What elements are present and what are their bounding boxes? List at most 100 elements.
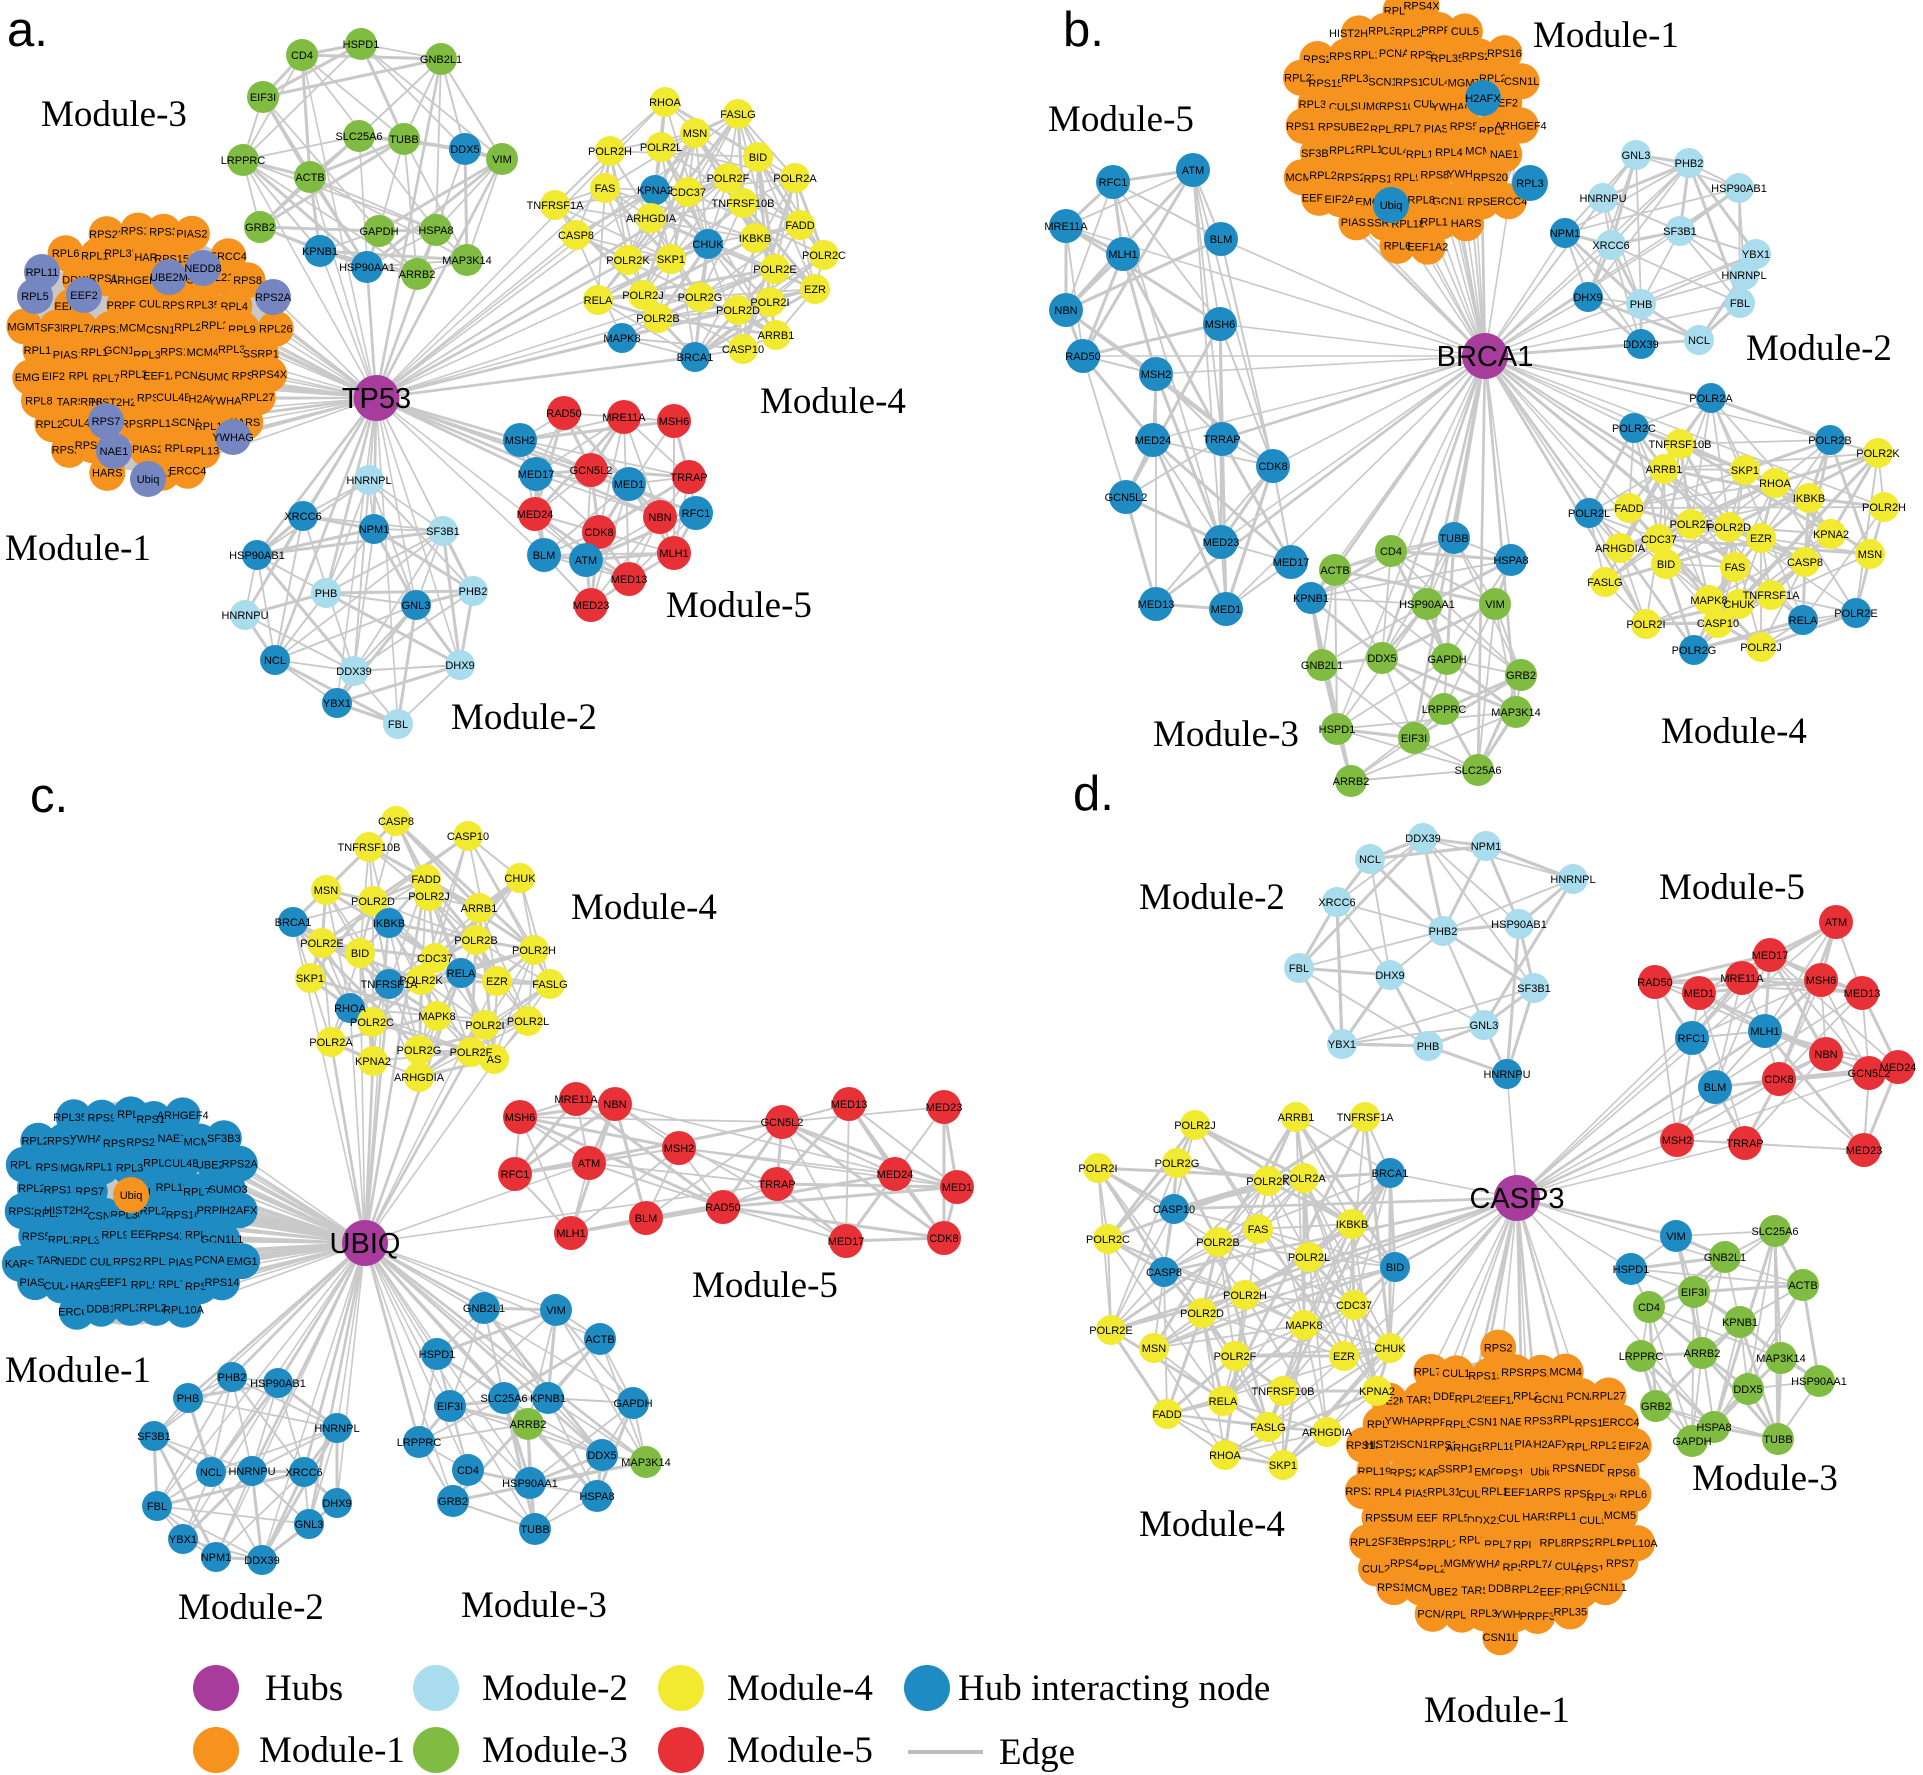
- svg-text:Module-4: Module-4: [727, 1668, 873, 1709]
- svg-text:FAS: FAS: [1725, 562, 1746, 574]
- svg-text:POLR2C: POLR2C: [350, 1017, 394, 1029]
- svg-text:VIM: VIM: [1485, 599, 1505, 611]
- svg-text:CASP10: CASP10: [722, 344, 764, 356]
- svg-text:MAP3K14: MAP3K14: [621, 1457, 671, 1469]
- svg-text:BRCA1: BRCA1: [275, 917, 312, 929]
- svg-text:GNL3: GNL3: [1622, 150, 1651, 162]
- svg-text:Module-5: Module-5: [666, 585, 812, 626]
- svg-text:POLR2F: POLR2F: [707, 173, 750, 185]
- svg-text:CUL2: CUL2: [1362, 1563, 1390, 1575]
- svg-text:FAS: FAS: [595, 183, 616, 195]
- svg-text:GNL3: GNL3: [1470, 1020, 1499, 1032]
- svg-text:MED17: MED17: [1273, 557, 1310, 569]
- svg-text:RPL14: RPL14: [143, 418, 177, 430]
- svg-text:RPS6: RPS6: [1607, 1468, 1636, 1480]
- svg-text:RPS26: RPS26: [1337, 172, 1372, 184]
- svg-text:ARHGDIA: ARHGDIA: [394, 1072, 445, 1084]
- svg-text:POLR2H: POLR2H: [1862, 502, 1906, 514]
- svg-text:TARS: TARS: [1461, 1585, 1490, 1597]
- svg-text:PRPF3: PRPF3: [1520, 1611, 1555, 1623]
- svg-text:SKP1: SKP1: [1731, 465, 1759, 477]
- svg-text:KPNB1: KPNB1: [1293, 593, 1329, 605]
- svg-text:RPS4X: RPS4X: [151, 1231, 188, 1243]
- svg-text:HSP90AA1: HSP90AA1: [339, 262, 395, 274]
- svg-text:BID: BID: [749, 152, 767, 164]
- svg-text:POLR2D: POLR2D: [351, 896, 395, 908]
- svg-text:CASP10: CASP10: [447, 831, 489, 843]
- svg-text:EEF1A: EEF1A: [1484, 1395, 1520, 1407]
- svg-text:RPL14: RPL14: [1549, 1511, 1583, 1523]
- svg-text:FADD: FADD: [411, 874, 440, 886]
- svg-text:RPL29: RPL29: [1309, 170, 1343, 182]
- svg-text:ARRB1: ARRB1: [758, 330, 795, 342]
- svg-text:HSP90AB1: HSP90AB1: [1711, 183, 1767, 195]
- svg-text:RPL11: RPL11: [1355, 144, 1388, 156]
- svg-text:POLR2J: POLR2J: [1740, 642, 1782, 654]
- svg-text:TRRAP: TRRAP: [1203, 434, 1240, 446]
- svg-text:RPS7: RPS7: [1318, 121, 1347, 133]
- svg-text:CSN1L: CSN1L: [146, 325, 181, 337]
- svg-text:RFC1: RFC1: [1099, 177, 1128, 189]
- svg-text:SSRP1: SSRP1: [1438, 1464, 1474, 1476]
- svg-text:UBIQ: UBIQ: [330, 1228, 401, 1260]
- svg-text:LRPPRC: LRPPRC: [1422, 704, 1467, 716]
- svg-text:YWHAH: YWHAH: [208, 396, 249, 408]
- svg-text:POLR2I: POLR2I: [1078, 1163, 1117, 1175]
- svg-text:SF3B1: SF3B1: [426, 526, 460, 538]
- svg-text:c.: c.: [30, 769, 68, 823]
- svg-text:EIF3I: EIF3I: [1681, 1287, 1707, 1299]
- svg-text:DDX39: DDX39: [336, 666, 371, 678]
- svg-text:CASP10: CASP10: [1153, 1204, 1195, 1216]
- svg-text:AS: AS: [487, 1054, 502, 1066]
- svg-text:SKP1: SKP1: [657, 254, 685, 266]
- svg-text:EIF2A: EIF2A: [1325, 194, 1356, 206]
- svg-text:TUBB: TUBB: [1763, 1434, 1792, 1446]
- svg-text:Ubiq: Ubiq: [120, 1190, 143, 1202]
- svg-text:YBX1: YBX1: [323, 698, 351, 710]
- svg-text:PIAS1: PIAS1: [20, 1277, 51, 1289]
- svg-text:POLR2H: POLR2H: [588, 146, 632, 158]
- svg-text:RPL26: RPL26: [1350, 1537, 1384, 1549]
- svg-text:RPS9: RPS9: [1564, 1489, 1593, 1501]
- svg-text:RFC1: RFC1: [1678, 1033, 1707, 1045]
- svg-text:NBN: NBN: [603, 1099, 626, 1111]
- svg-text:FADD: FADD: [785, 220, 814, 232]
- svg-text:MLH1: MLH1: [659, 548, 688, 560]
- svg-text:TUBB: TUBB: [1439, 533, 1468, 545]
- svg-text:TNFRSF1A: TNFRSF1A: [1743, 590, 1801, 602]
- svg-text:RPS6: RPS6: [1410, 50, 1439, 62]
- svg-text:CDC37: CDC37: [670, 187, 706, 199]
- svg-text:POLR2L: POLR2L: [507, 1016, 549, 1028]
- svg-text:MED13: MED13: [831, 1099, 868, 1111]
- svg-text:GNL3: GNL3: [295, 1519, 324, 1531]
- svg-text:UBE2M: UBE2M: [150, 272, 188, 284]
- svg-text:GNB2L1: GNB2L1: [420, 54, 462, 66]
- svg-text:HSP90AB1: HSP90AB1: [229, 550, 285, 562]
- svg-text:MSN: MSN: [1142, 1343, 1167, 1355]
- svg-text:SF3B3: SF3B3: [1301, 148, 1335, 160]
- svg-text:POLR2A: POLR2A: [1689, 393, 1733, 405]
- svg-text:PIAS2: PIAS2: [168, 1257, 199, 1269]
- svg-text:POLR2G: POLR2G: [1672, 645, 1717, 657]
- svg-text:ARHGDIA: ARHGDIA: [1595, 543, 1646, 555]
- svg-text:POLR2C: POLR2C: [802, 250, 846, 262]
- svg-text:BRCA1: BRCA1: [1437, 341, 1534, 373]
- svg-text:Hub interacting node: Hub interacting node: [958, 1668, 1270, 1709]
- svg-text:RPS15: RPS15: [1395, 77, 1430, 89]
- svg-text:TNFRSF10B: TNFRSF10B: [1649, 439, 1712, 451]
- svg-text:RPL30: RPL30: [1341, 73, 1375, 85]
- svg-text:BRCA1: BRCA1: [677, 352, 714, 364]
- svg-text:HNRNPL: HNRNPL: [1550, 874, 1595, 886]
- svg-text:CUL1: CUL1: [1555, 1561, 1583, 1573]
- svg-text:RHOA: RHOA: [334, 1003, 366, 1015]
- svg-text:NAE1: NAE1: [100, 446, 129, 458]
- svg-text:MRE11A: MRE11A: [1720, 973, 1764, 985]
- svg-text:BLM: BLM: [635, 1213, 658, 1225]
- svg-text:RPS8: RPS8: [1420, 169, 1449, 181]
- svg-text:RFC1: RFC1: [682, 508, 711, 520]
- svg-text:RPL4: RPL4: [10, 1160, 38, 1172]
- svg-text:MSH2: MSH2: [664, 1143, 695, 1155]
- svg-text:Hubs: Hubs: [265, 1668, 343, 1709]
- svg-text:RPL27: RPL27: [1592, 1390, 1626, 1402]
- svg-text:TNFRSF10B: TNFRSF10B: [338, 842, 401, 854]
